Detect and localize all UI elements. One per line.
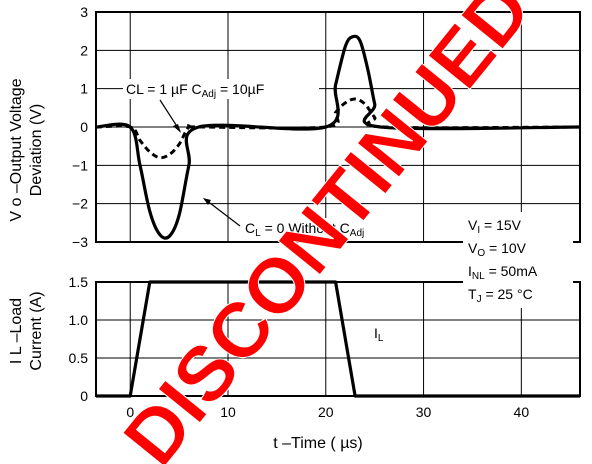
bottom-y-tick-label: 0.5 (69, 350, 89, 366)
condition-tj: TJ = 25 °C (468, 286, 533, 305)
bottom-y-tick-label: 0 (80, 388, 88, 404)
cl-1uf-arrowhead (173, 124, 181, 133)
cl-0-leader-line (205, 199, 241, 227)
condition-vi: VI = 15V (468, 217, 522, 236)
top-y-tick-label: 0 (80, 119, 88, 135)
condition-inl: INL = 50mA (468, 263, 538, 282)
x-axis-title: t –Time ( µs) (273, 435, 363, 452)
bottom-y-tick-label: 1.0 (69, 312, 89, 328)
cl-1uf-label-bg (123, 79, 319, 99)
top-y-tick-label: −3 (72, 234, 88, 250)
bottom-ylabel-line-1: I L –Load (8, 298, 25, 364)
top-y-tick-label: −1 (72, 157, 88, 173)
bottom-y-tick-label: 1.5 (69, 274, 89, 290)
top-y-tick-label: −2 (72, 196, 88, 212)
top-y-axis-title: V o –Output Voltage Deviation (V) (8, 78, 45, 221)
series-cl-0-line (95, 34, 581, 240)
cl-0-annotation: CL = 0 Without CAdj (203, 198, 422, 239)
top-y-tick-label: 1 (80, 81, 88, 97)
x-tick-label: 20 (318, 404, 334, 420)
cl-0-label: CL = 0 Without CAdj (245, 220, 364, 239)
cl-1uf-annotation: CL = 1 µF CAdj = 10µF (123, 79, 319, 133)
series-layer (95, 34, 581, 398)
bottom-plot-frame (95, 281, 581, 397)
top-y-tick-label: 2 (80, 42, 88, 58)
bottom-y-axis-title: I L –Load Current (A) (8, 291, 45, 370)
bottom-ylabel-line-2: Current (A) (28, 291, 45, 370)
top-ylabel-line-1: V o –Output Voltage (8, 78, 25, 221)
x-tick-label: 30 (416, 404, 432, 420)
top-ylabel-line-2: Deviation (V) (28, 104, 45, 196)
x-tick-label: 0 (126, 404, 134, 420)
test-conditions-box: VI = 15V VO = 10V INL = 50mA TJ = 25 °C (463, 212, 573, 308)
top-y-tick-label: 3 (80, 4, 88, 20)
series-load-current-line (96, 280, 580, 398)
cl-0-arrowhead (203, 198, 211, 205)
x-tick-label: 10 (220, 404, 236, 420)
il-label: IL (374, 325, 384, 344)
cl-1uf-label: CL = 1 µF CAdj = 10µF (126, 81, 264, 100)
conditions-bg (463, 212, 573, 308)
condition-vo: VO = 10V (468, 240, 527, 259)
x-tick-label: 40 (514, 404, 530, 420)
cl-0-label-bg (242, 218, 422, 238)
